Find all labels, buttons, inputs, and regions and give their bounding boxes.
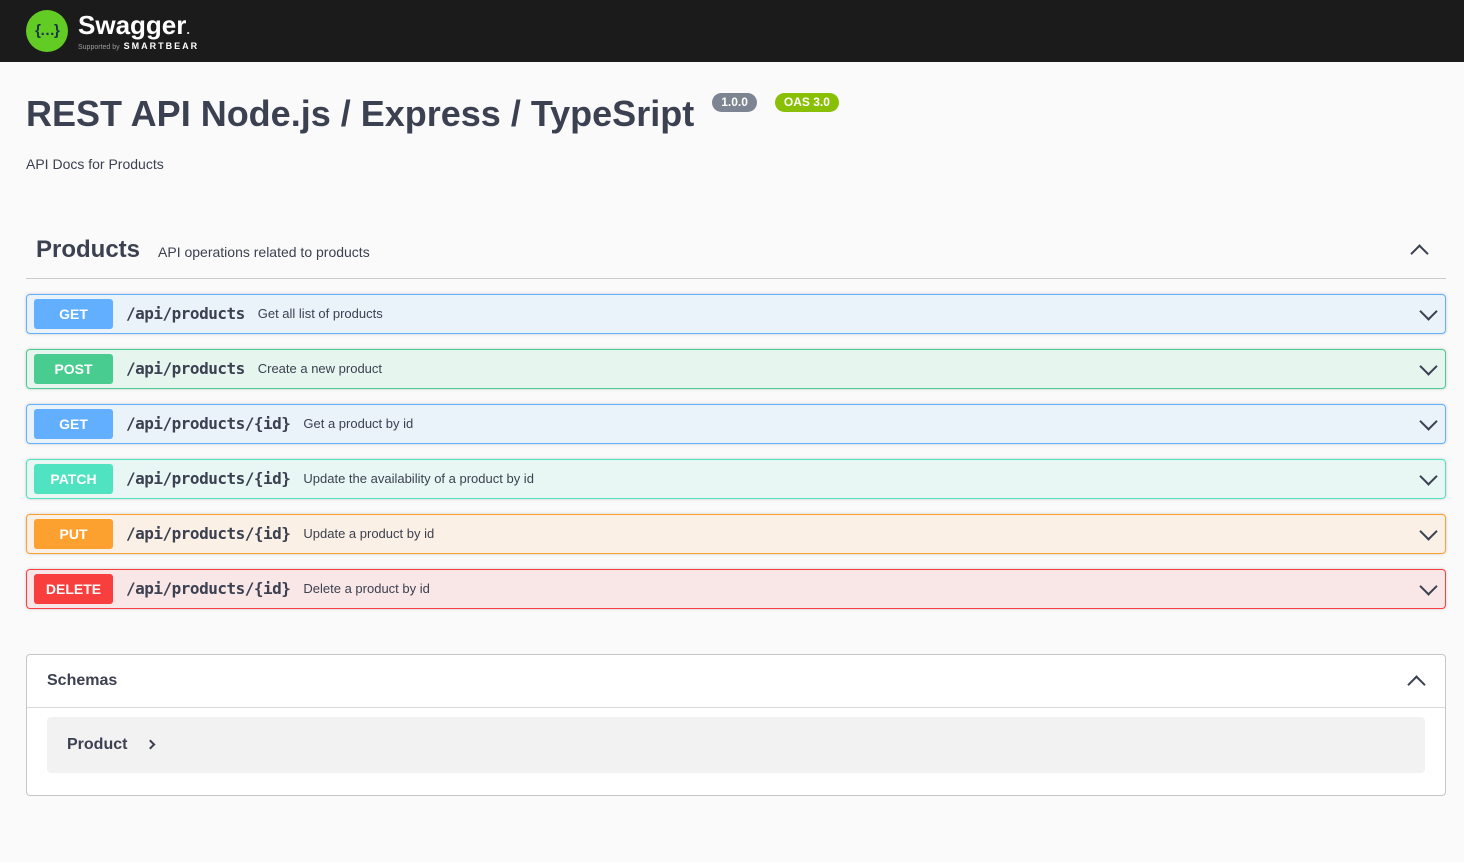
opblock-delete-product-by-id[interactable]: DELETE /api/products/{id} Delete a produ… [26, 568, 1446, 609]
brand-dot: . [186, 21, 190, 37]
swagger-logo-icon: {…} [26, 10, 68, 52]
chevron-down-icon [1419, 356, 1438, 376]
schemas-header[interactable]: Schemas [27, 655, 1445, 708]
main-content: REST API Node.js / Express / TypeSript 1… [0, 62, 1464, 836]
chevron-up-icon [1410, 243, 1429, 263]
method-badge: GET [34, 408, 113, 439]
chevron-down-icon [1419, 411, 1438, 431]
chevron-down-icon [1419, 301, 1438, 321]
operation-path: /api/products [126, 304, 245, 324]
operation-path: /api/products/{id} [126, 414, 291, 434]
chevron-down-icon [1419, 576, 1438, 596]
method-badge: PATCH [34, 463, 113, 494]
brand-name: Swagger. [78, 12, 199, 38]
operation-summary: Update the availability of a product by … [303, 471, 534, 487]
brand-name-label: Swagger [78, 9, 187, 40]
method-badge: PUT [34, 518, 113, 549]
operation-path: /api/products/{id} [126, 469, 291, 489]
schemas-section: Schemas Product [26, 653, 1446, 796]
model-title: Product [67, 735, 128, 753]
products-section-header[interactable]: Products API operations related to produ… [26, 236, 1446, 279]
schemas-title: Schemas [47, 671, 118, 689]
expand-operation-button[interactable] [1412, 576, 1445, 602]
opblock-patch-product-by-id[interactable]: PATCH /api/products/{id} Update the avai… [26, 458, 1446, 499]
operation-summary: Create a new product [257, 361, 383, 377]
opblock-post-products[interactable]: POST /api/products Create a new product [26, 348, 1446, 389]
api-info-section: REST API Node.js / Express / TypeSript 1… [26, 62, 1446, 172]
opblock-put-product-by-id[interactable]: PUT /api/products/{id} Update a product … [26, 513, 1446, 554]
supported-by-label: Supported by [78, 43, 120, 51]
expand-operation-button[interactable] [1412, 466, 1445, 492]
operation-summary: Delete a product by id [303, 581, 430, 597]
topbar: {…} Swagger. Supported by SMARTBEAR [0, 0, 1464, 62]
operation-path: /api/products [126, 359, 245, 379]
operation-summary: Get all list of products [257, 306, 383, 322]
operation-path: /api/products/{id} [126, 524, 291, 544]
expand-operation-button[interactable] [1412, 521, 1445, 547]
products-tag-section: Products API operations related to produ… [26, 236, 1446, 609]
page-title-text: REST API Node.js / Express / TypeSript [26, 93, 695, 134]
method-badge: DELETE [34, 573, 113, 604]
method-badge: POST [34, 353, 113, 384]
expand-operation-button[interactable] [1412, 356, 1445, 382]
supported-by: Supported by SMARTBEAR [78, 41, 199, 51]
smartbear-label: SMARTBEAR [123, 40, 200, 51]
version-badge: 1.0.0 [712, 92, 757, 113]
swagger-logo-link[interactable]: {…} Swagger. Supported by SMARTBEAR [26, 10, 199, 52]
products-section-title: Products [36, 235, 141, 263]
operation-summary: Get a product by id [303, 416, 414, 432]
oas-badge: OAS 3.0 [774, 92, 839, 113]
page-title: REST API Node.js / Express / TypeSript 1… [26, 92, 1446, 134]
operation-summary: Update a product by id [303, 526, 435, 542]
collapse-schemas-button[interactable] [1400, 667, 1433, 695]
chevron-down-icon [1419, 466, 1438, 486]
method-badge: GET [34, 298, 113, 329]
brand-text: Swagger. Supported by SMARTBEAR [78, 12, 199, 51]
chevron-right-icon [146, 739, 156, 750]
products-section-description: API operations related to products [158, 243, 370, 260]
api-description: API Docs for Products [26, 155, 164, 172]
opblock-get-product-by-id[interactable]: GET /api/products/{id} Get a product by … [26, 403, 1446, 444]
chevron-up-icon [1407, 674, 1426, 694]
model-product[interactable]: Product [47, 716, 1425, 773]
chevron-down-icon [1419, 521, 1438, 541]
swagger-brackets-glyph: {…} [35, 21, 60, 39]
operation-path: /api/products/{id} [126, 579, 291, 599]
expand-operation-button[interactable] [1412, 301, 1445, 327]
expand-operation-button[interactable] [1412, 411, 1445, 437]
opblock-get-products[interactable]: GET /api/products Get all list of produc… [26, 293, 1446, 334]
collapse-products-button[interactable] [1403, 236, 1436, 264]
